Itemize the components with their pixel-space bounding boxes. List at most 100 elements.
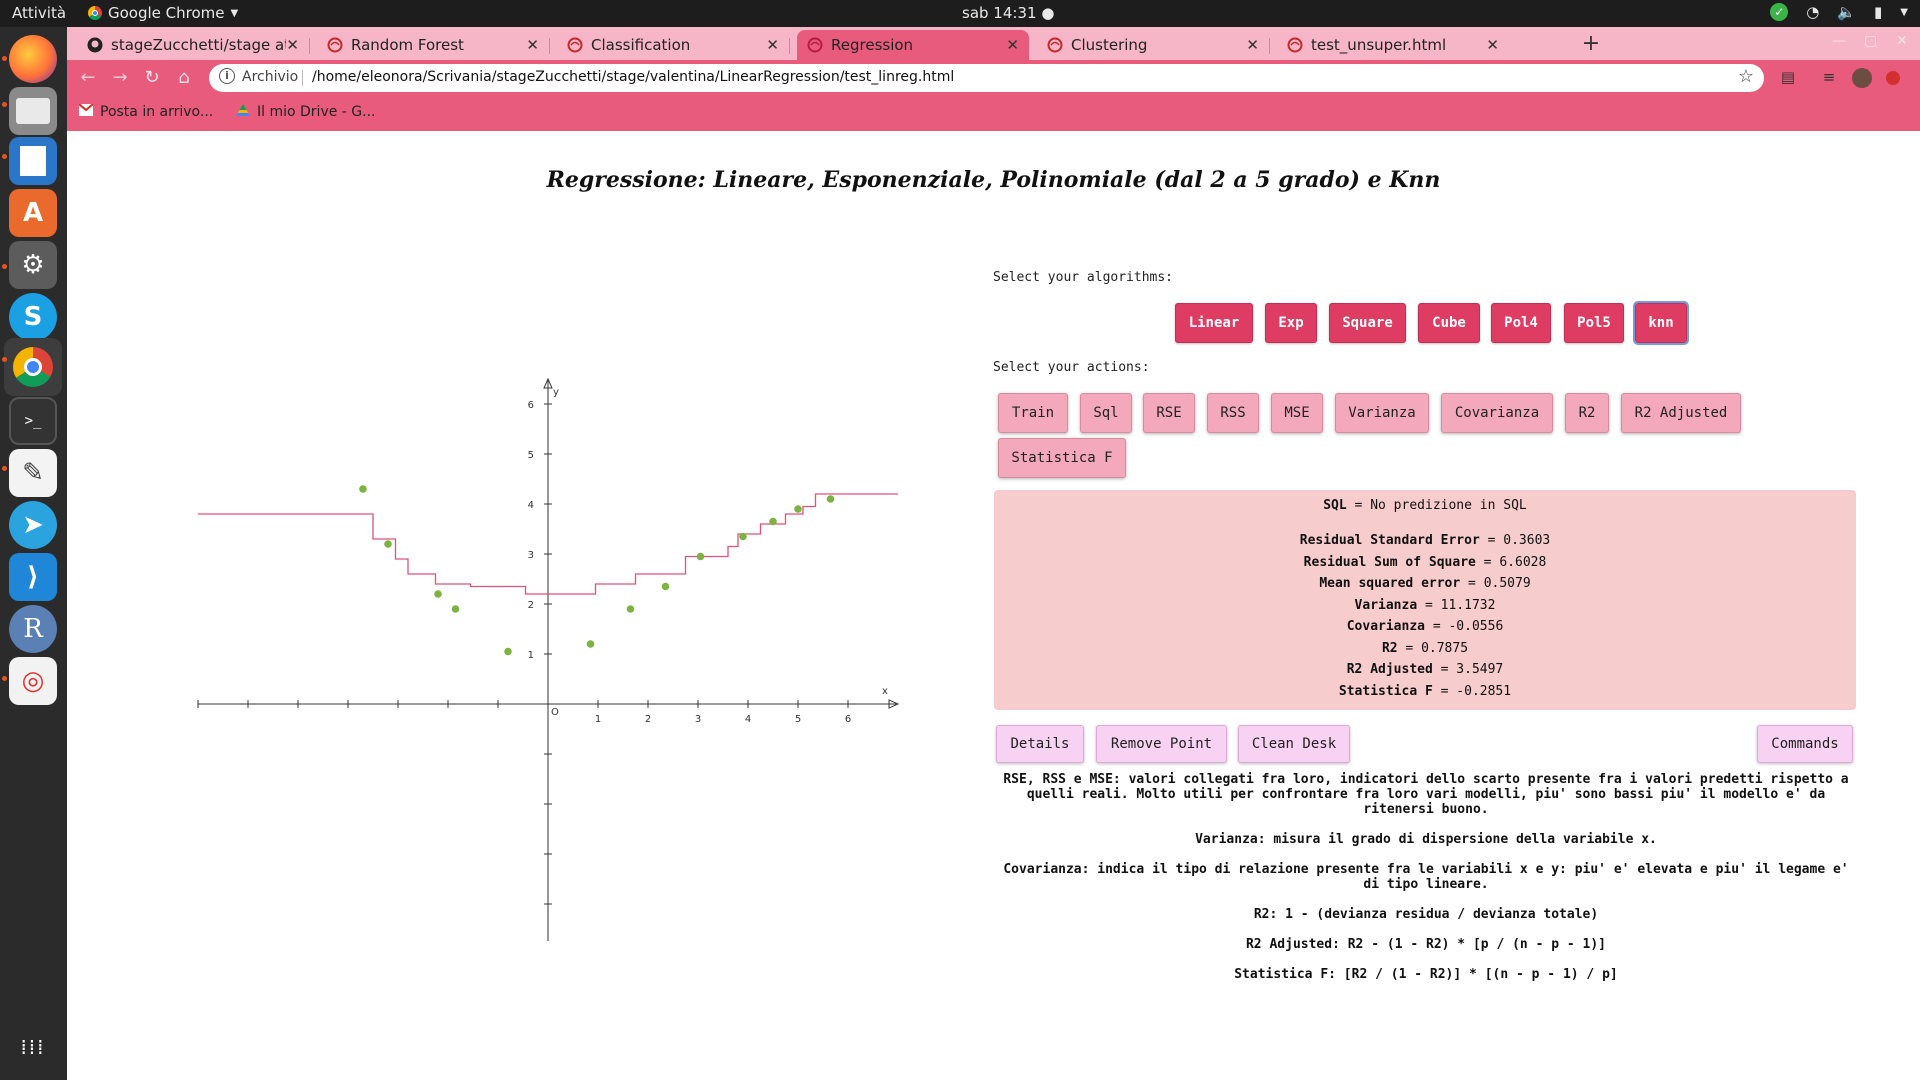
action-button-rss[interactable]: RSS — [1207, 393, 1259, 433]
action-button-statistica-f[interactable]: Statistica F — [998, 438, 1126, 478]
drive-icon — [236, 104, 250, 120]
writer-icon[interactable] — [9, 137, 57, 185]
terminal-icon[interactable]: >_ — [9, 397, 57, 445]
telegram-icon[interactable]: ➤ — [9, 501, 57, 549]
update-menu-icon[interactable] — [1883, 68, 1903, 88]
algorithm-button-cube[interactable]: Cube — [1418, 303, 1480, 343]
update-check-icon[interactable]: ✓ — [1770, 3, 1789, 21]
action-button-train[interactable]: Train — [998, 393, 1068, 433]
action-button-r2[interactable]: R2 — [1565, 393, 1609, 433]
close-icon[interactable]: ✕ — [1006, 36, 1019, 54]
skype-icon[interactable]: S — [9, 293, 57, 341]
algorithm-button-pol4[interactable]: Pol4 — [1491, 303, 1551, 343]
result-rse: Residual Standard Error = 0.3603 — [1299, 533, 1551, 548]
wifi-icon[interactable]: ◔ — [1806, 3, 1820, 21]
reload-icon[interactable]: ↻ — [144, 67, 160, 88]
bookmark-star-icon[interactable]: ☆ — [1737, 66, 1754, 87]
note-rse-rss-mse: RSE, RSS e MSE: valori collegati fra lor… — [1003, 772, 1849, 817]
x-tick-label: 3 — [695, 714, 701, 725]
system-tray[interactable]: ✓ ◔ 🔈 ▮ ▼ — [1770, 3, 1908, 21]
result-varianza: Varianza = 11.1732 — [1354, 598, 1496, 613]
close-icon[interactable]: ✕ — [526, 36, 539, 54]
tab-clustering[interactable]: Clustering ✕ — [1037, 30, 1270, 60]
chrome-icon[interactable] — [4, 338, 62, 396]
tab-regression[interactable]: Regression ✕ — [797, 30, 1029, 60]
data-point — [384, 540, 392, 548]
action-button-rse[interactable]: RSE — [1143, 393, 1195, 433]
result-sql: SQL = No predizione in SQL — [1323, 498, 1527, 513]
algorithm-button-square[interactable]: Square — [1329, 303, 1406, 343]
app-name: Google Chrome — [108, 4, 225, 22]
algorithm-button-pol5[interactable]: Pol5 — [1564, 303, 1624, 343]
y-tick-label: 3 — [528, 550, 534, 561]
browser-toolbar: ← → ↻ ⌂ i Archivio /home/eleonora/Scriva… — [67, 60, 1920, 97]
algorithm-button-knn[interactable]: knn — [1633, 301, 1689, 345]
clean-desk-button[interactable]: Clean Desk — [1238, 725, 1350, 763]
extension-icon[interactable]: ▤ — [1780, 68, 1796, 86]
chevron-down-icon[interactable]: ▼ — [1900, 6, 1908, 18]
volume-icon[interactable]: 🔈 — [1837, 3, 1857, 21]
x-axis-arrow-icon — [888, 699, 900, 709]
activities-button[interactable]: Attività — [12, 4, 67, 22]
software-center-icon[interactable]: A — [9, 189, 57, 237]
commands-button[interactable]: Commands — [1757, 725, 1853, 763]
clock[interactable]: sab 14:31 ● — [962, 4, 1055, 22]
new-tab-button[interactable]: + — [1581, 31, 1601, 56]
x-tick-label: 5 — [795, 714, 801, 725]
algorithm-button-exp[interactable]: Exp — [1265, 303, 1317, 343]
action-button-covarianza[interactable]: Covarianza — [1441, 393, 1553, 433]
document-viewer-icon[interactable]: ◎ — [9, 657, 57, 705]
settings-icon[interactable]: ⚙ — [9, 241, 57, 289]
vscode-icon[interactable]: ⟩ — [9, 553, 57, 601]
remove-point-button[interactable]: Remove Point — [1096, 725, 1227, 763]
close-icon[interactable]: ✕ — [1486, 36, 1499, 54]
tab-github[interactable]: stageZucchetti/stage at m ✕ — [77, 30, 310, 60]
close-icon[interactable]: ✕ — [286, 36, 299, 54]
forward-icon[interactable]: → — [112, 67, 128, 88]
close-icon[interactable]: ✕ — [766, 36, 779, 54]
address-bar[interactable]: i Archivio /home/eleonora/Scrivania/stag… — [209, 64, 1764, 92]
select-algorithms-label: Select your algorithms: — [993, 270, 1174, 285]
extension-list-icon[interactable]: ≡ — [1822, 68, 1836, 86]
back-icon[interactable]: ← — [80, 67, 96, 88]
note-r2: R2: 1 - (devianza residua / devianza tot… — [1253, 907, 1599, 922]
algorithm-button-linear[interactable]: Linear — [1175, 303, 1253, 343]
running-indicator — [2, 56, 7, 61]
app-menu[interactable]: Google Chrome ▼ — [88, 4, 238, 22]
close-icon[interactable]: ✕ — [1246, 36, 1259, 54]
tab-bar: stageZucchetti/stage at m ✕ Random Fores… — [67, 27, 1920, 60]
action-button-sql[interactable]: Sql — [1080, 393, 1132, 433]
note-r2-adjusted: R2 Adjusted: R2 - (1 - R2) * [p / (n - p… — [1245, 937, 1607, 952]
action-button-varianza[interactable]: Varianza — [1335, 393, 1429, 433]
regression-plot[interactable]: 1 2 3 4 5 6 1 2 3 4 5 6 x y O — [127, 241, 907, 941]
bookmark-drive[interactable]: Il mio Drive - G... — [236, 104, 376, 120]
minimize-icon[interactable]: — — [1832, 33, 1846, 49]
details-button[interactable]: Details — [996, 725, 1084, 763]
app-grid-icon[interactable]: ⁞⁞⁞ — [20, 1035, 46, 1059]
note-varianza: Varianza: misura il grado di dispersione… — [1195, 832, 1657, 847]
data-point — [504, 647, 512, 656]
info-icon[interactable]: i — [219, 68, 235, 84]
avatar[interactable] — [1852, 68, 1872, 88]
url-text[interactable]: /home/eleonora/Scrivania/stageZucchetti/… — [312, 69, 955, 85]
bookmark-gmail[interactable]: Posta in arrivo... — [78, 103, 213, 120]
x-tick-label: 4 — [745, 714, 751, 725]
text-editor-icon[interactable]: ✎ — [9, 449, 57, 497]
r-icon[interactable]: R — [9, 605, 57, 653]
maximize-icon[interactable]: ▢ — [1864, 33, 1878, 49]
data-point — [626, 605, 635, 613]
tab-random-forest[interactable]: Random Forest ✕ — [317, 30, 550, 60]
x-tick-label: 1 — [595, 714, 601, 725]
action-button-r2-adjusted[interactable]: R2 Adjusted — [1621, 393, 1741, 433]
firefox-icon[interactable] — [9, 35, 57, 83]
files-icon[interactable] — [9, 87, 57, 135]
x-tick-label: 6 — [845, 714, 851, 725]
tab-test-unsuper[interactable]: test_unsuper.html ✕ — [1277, 30, 1509, 60]
result-rss: Residual Sum of Square = 6.6028 — [1303, 555, 1547, 570]
tab-classification[interactable]: Classification ✕ — [557, 30, 790, 60]
battery-icon[interactable]: ▮ — [1874, 3, 1883, 21]
close-window-icon[interactable]: ✕ — [1896, 33, 1908, 49]
home-icon[interactable]: ⌂ — [178, 67, 190, 88]
note-statistica-f: Statistica F: [R2 / (1 - R2)] * [(n - p … — [1234, 967, 1618, 982]
action-button-mse[interactable]: MSE — [1271, 393, 1323, 433]
